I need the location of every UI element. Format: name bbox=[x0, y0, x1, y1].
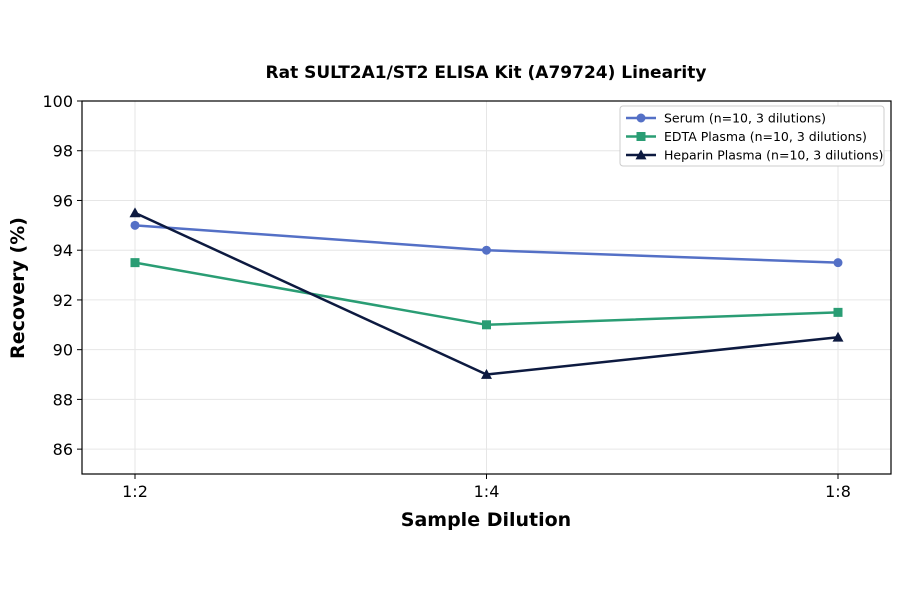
x-axis-ticks: 1:2 1:4 1:8 bbox=[122, 474, 851, 501]
x-tick-label: 1:2 bbox=[122, 482, 148, 501]
legend-item: Serum (n=10, 3 dilutions) bbox=[626, 111, 826, 126]
y-tick-label: 86 bbox=[53, 440, 73, 459]
legend-swatch-marker bbox=[635, 149, 647, 160]
data-point bbox=[129, 207, 141, 218]
data-point bbox=[481, 369, 492, 379]
y-tick-label: 96 bbox=[53, 191, 73, 210]
series-2 bbox=[130, 258, 843, 330]
series-3 bbox=[129, 207, 844, 379]
y-tick-label: 92 bbox=[53, 291, 73, 310]
y-tick-label: 98 bbox=[53, 142, 73, 161]
legend-label: Heparin Plasma (n=10, 3 dilutions) bbox=[664, 148, 883, 163]
y-tick-label: 90 bbox=[53, 341, 73, 360]
plot-frame bbox=[81, 100, 892, 475]
data-point bbox=[482, 320, 491, 330]
y-tick-label: 88 bbox=[53, 390, 73, 409]
x-tick-label: 1:8 bbox=[825, 482, 851, 501]
x-axis-label: Sample Dilution bbox=[401, 509, 571, 531]
series-group bbox=[129, 207, 844, 379]
legend-swatch-marker bbox=[636, 132, 646, 141]
series-1 bbox=[130, 220, 843, 268]
x-tick-label: 1:4 bbox=[474, 482, 500, 501]
data-point bbox=[832, 331, 844, 342]
legend-swatch-marker bbox=[636, 113, 646, 123]
y-axis-label: Recovery (%) bbox=[7, 217, 29, 359]
y-tick-label: 100 bbox=[42, 92, 73, 111]
y-tick-label: 94 bbox=[53, 241, 73, 260]
data-point bbox=[833, 258, 843, 268]
legend: Serum (n=10, 3 dilutions) EDTA Plasma (n=… bbox=[619, 105, 885, 167]
data-point bbox=[130, 258, 140, 268]
legend-item: EDTA Plasma (n=10, 3 dilutions) bbox=[626, 129, 867, 144]
legend-item: Heparin Plasma (n=10, 3 dilutions) bbox=[626, 148, 883, 163]
data-point bbox=[482, 245, 491, 255]
data-point bbox=[833, 307, 843, 317]
data-point bbox=[130, 220, 140, 230]
legend-label: EDTA Plasma (n=10, 3 dilutions) bbox=[664, 129, 867, 144]
legend-box bbox=[619, 105, 885, 167]
legend-label: Serum (n=10, 3 dilutions) bbox=[664, 111, 826, 126]
chart-title: Rat SULT2A1/ST2 ELISA Kit (A79724) Linea… bbox=[266, 63, 707, 83]
y-axis-ticks: 86 88 90 92 94 96 98 100 bbox=[42, 92, 82, 459]
